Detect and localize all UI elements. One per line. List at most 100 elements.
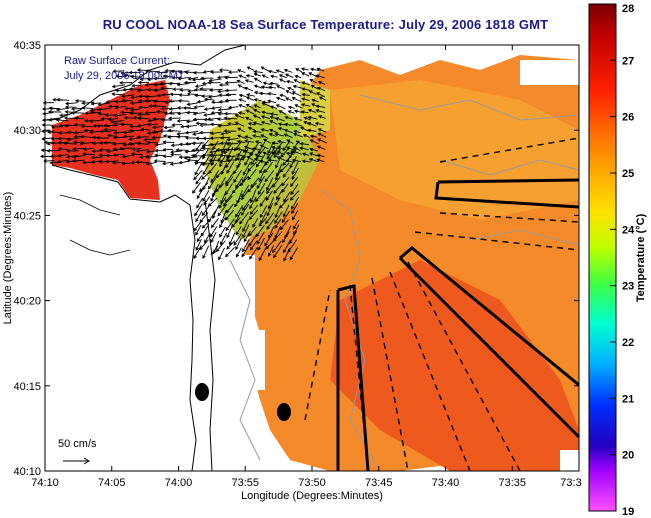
scale-label: 50 cm/s xyxy=(58,438,97,450)
current-vector-arrow xyxy=(285,151,294,156)
current-vector-arrow xyxy=(243,142,250,154)
current-vector-arrow xyxy=(137,80,149,85)
current-vector-arrow xyxy=(55,118,69,122)
current-vector-arrow xyxy=(136,123,150,128)
current-vector-arrow xyxy=(208,78,222,83)
current-vector-arrow xyxy=(228,232,236,246)
current-vector-arrow xyxy=(112,153,125,157)
current-vector-arrow xyxy=(203,154,211,166)
current-vector-arrow xyxy=(259,205,268,219)
current-vector-arrow xyxy=(253,108,261,114)
current-vector-arrow xyxy=(282,156,291,166)
current-vector-arrow xyxy=(276,85,285,90)
current-vector-arrow xyxy=(260,115,270,120)
current-vector-arrow xyxy=(227,70,239,74)
current-vector-arrow xyxy=(242,161,251,176)
current-vector-arrow xyxy=(72,159,85,163)
current-vector-arrow xyxy=(184,136,197,140)
current-vector-arrow xyxy=(131,83,142,88)
current-vector-arrow xyxy=(283,239,292,254)
current-vector-arrow xyxy=(309,147,318,152)
current-vector-arrow xyxy=(260,134,269,139)
current-vector-arrow xyxy=(292,219,300,230)
current-vector-arrow xyxy=(225,246,235,258)
current-vector-arrow xyxy=(112,147,125,151)
current-vector-arrow xyxy=(170,143,181,148)
colorbar-label: Temperature (°C) xyxy=(635,213,647,302)
current-vector-arrow xyxy=(195,175,203,185)
current-vector-arrow xyxy=(252,129,262,134)
current-vector-arrow xyxy=(299,142,309,146)
current-vector-arrow xyxy=(283,247,291,262)
current-vector-arrow xyxy=(169,162,181,166)
current-vector-arrow xyxy=(225,218,235,232)
current-vector-arrow xyxy=(177,99,190,103)
current-vector-arrow xyxy=(203,97,215,102)
current-vector-arrow xyxy=(88,130,101,134)
current-vector-arrow xyxy=(265,240,275,250)
current-vector-arrow xyxy=(249,240,258,251)
current-vector-arrow xyxy=(257,237,265,251)
current-vector-arrow xyxy=(138,105,149,110)
current-vector-arrow xyxy=(257,183,266,195)
current-vector-arrow xyxy=(253,84,263,89)
current-vector-arrow xyxy=(252,114,262,119)
sst-cool-upwelling xyxy=(205,100,320,240)
current-vector-arrow xyxy=(316,92,325,98)
current-vector-arrow xyxy=(195,141,203,152)
current-vector-arrow xyxy=(244,135,253,140)
current-vector-arrow xyxy=(291,196,300,210)
current-vector-arrow xyxy=(104,113,117,118)
current-vector-arrow xyxy=(223,116,238,120)
current-vector-arrow xyxy=(293,122,303,127)
current-vector-arrow xyxy=(264,170,274,183)
current-vector-arrow xyxy=(278,74,287,79)
current-vector-arrow xyxy=(252,121,263,126)
current-vector-arrow xyxy=(285,97,293,102)
current-vector-arrow xyxy=(220,135,231,140)
current-vector-arrow xyxy=(250,189,257,204)
sst-mild-region xyxy=(330,80,579,220)
current-vector-arrow xyxy=(176,119,190,123)
current-vector-arrow xyxy=(136,141,149,146)
current-vector-arrow xyxy=(227,122,238,126)
current-vector-arrow xyxy=(275,69,285,74)
current-vector-arrow xyxy=(193,169,203,181)
current-vector-arrow xyxy=(145,69,158,73)
current-vector-arrow xyxy=(118,146,133,151)
current-vector-arrow xyxy=(209,131,222,136)
current-vector-arrow xyxy=(172,87,183,92)
current-vector-arrow xyxy=(70,107,85,111)
current-vector-arrow xyxy=(210,218,219,229)
current-vector-arrow xyxy=(316,145,326,150)
current-vector-arrow xyxy=(162,154,173,159)
current-vector-arrow xyxy=(314,121,325,126)
current-vector-arrow xyxy=(170,69,183,74)
current-vector-arrow xyxy=(316,158,325,163)
current-vector-arrow xyxy=(41,136,53,141)
y-tick-label: 40:20 xyxy=(13,296,41,308)
current-vector-arrow xyxy=(193,105,205,109)
current-vector-arrow xyxy=(103,128,118,132)
current-vector-arrow xyxy=(269,112,279,116)
current-vector-arrow xyxy=(248,226,257,237)
current-vector-arrow xyxy=(210,245,219,256)
current-vector-arrow xyxy=(74,99,86,103)
current-vector-arrow xyxy=(253,69,263,74)
current-vector-arrow xyxy=(219,217,226,229)
current-vector-arrow xyxy=(195,238,202,251)
current-vector-arrow xyxy=(291,167,299,180)
y-tick-label: 40:25 xyxy=(13,210,41,222)
current-vector-arrow xyxy=(274,170,281,182)
current-vector-arrow xyxy=(176,135,189,139)
current-vector-arrow xyxy=(90,160,102,164)
current-vector-arrow xyxy=(40,129,54,134)
current-vector-arrow xyxy=(131,147,142,152)
current-vector-arrow xyxy=(122,134,135,139)
current-vector-arrow xyxy=(248,209,259,221)
current-vector-arrow xyxy=(64,123,77,128)
current-vector-arrow xyxy=(266,203,274,217)
current-vector-arrow xyxy=(265,190,273,202)
current-vector-arrow xyxy=(295,68,303,73)
current-vector-arrow xyxy=(287,105,295,110)
